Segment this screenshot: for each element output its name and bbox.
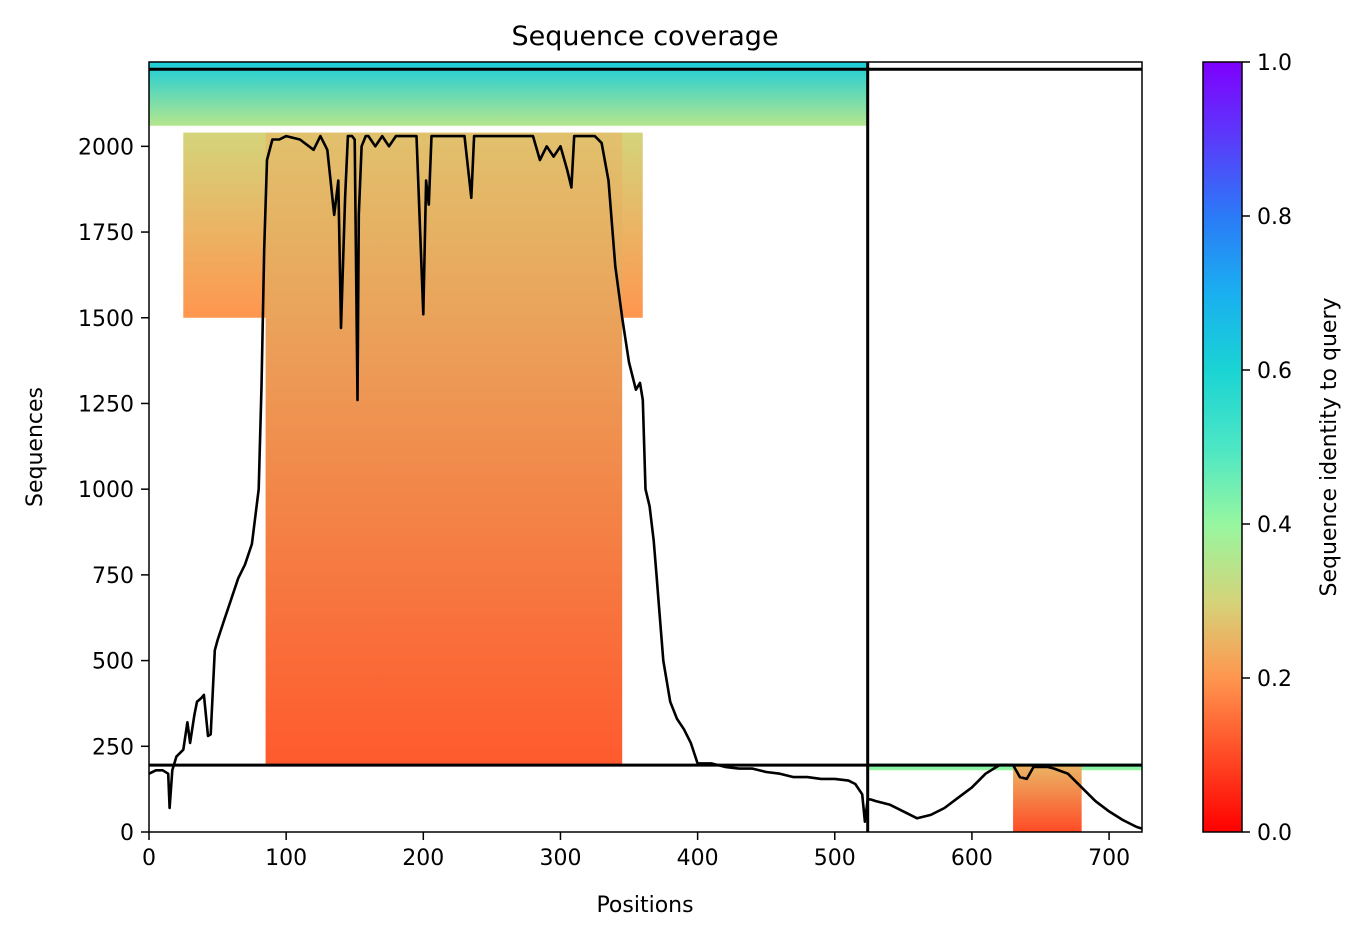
colorbar-tick-label: 0.0 — [1257, 821, 1292, 846]
x-axis: 0 100 200 300 400 500 600 700 — [142, 832, 1130, 871]
colorbar-tick-label: 1.0 — [1257, 51, 1292, 76]
coverage-block — [1013, 765, 1082, 832]
colorbar: 0.0 0.2 0.4 0.6 0.8 1.0 Sequence identity to … — [1202, 51, 1342, 846]
y-tick-label: 500 — [92, 650, 134, 675]
chart-title: Sequence coverage — [511, 21, 778, 52]
y-tick-label: 1500 — [78, 307, 134, 332]
coverage-line — [148, 134, 1143, 830]
colorbar-tick-label: 0.2 — [1257, 667, 1292, 692]
separator-lines — [149, 62, 1142, 832]
coverage-block — [265, 132, 623, 766]
y-tick-label: 250 — [92, 735, 134, 760]
x-tick-label: 700 — [1088, 846, 1130, 871]
plot-area — [148, 61, 1143, 833]
x-tick-label: 0 — [142, 846, 156, 871]
x-axis-label: Positions — [596, 893, 693, 918]
x-tick-label: 500 — [814, 846, 856, 871]
colorbar-tick-label: 0.4 — [1257, 513, 1292, 538]
y-axis-label: Sequences — [23, 387, 48, 507]
y-tick-label: 750 — [92, 564, 134, 589]
colorbar-gradient — [1202, 61, 1243, 833]
colorbar-tick-label: 0.6 — [1257, 359, 1292, 384]
y-tick-label: 1000 — [78, 478, 134, 503]
colorbar-tick-label: 0.8 — [1257, 205, 1292, 230]
colorbar-ticks: 0.0 0.2 0.4 0.6 0.8 1.0 — [1242, 51, 1292, 846]
y-tick-label: 2000 — [78, 135, 134, 160]
y-tick-label: 1250 — [78, 392, 134, 417]
x-tick-label: 400 — [677, 846, 719, 871]
coverage-block — [149, 62, 868, 126]
y-tick-label: 1750 — [78, 221, 134, 246]
y-axis: 0 250 500 750 1000 1250 1500 1750 2000 — [78, 135, 149, 846]
x-tick-label: 600 — [951, 846, 993, 871]
colorbar-label: Sequence identity to query — [1317, 297, 1342, 596]
coverage-block — [867, 763, 1142, 771]
x-tick-label: 200 — [402, 846, 444, 871]
y-tick-label: 0 — [120, 821, 134, 846]
x-tick-label: 300 — [539, 846, 581, 871]
plot-frame — [148, 61, 1143, 833]
x-tick-label: 100 — [265, 846, 307, 871]
